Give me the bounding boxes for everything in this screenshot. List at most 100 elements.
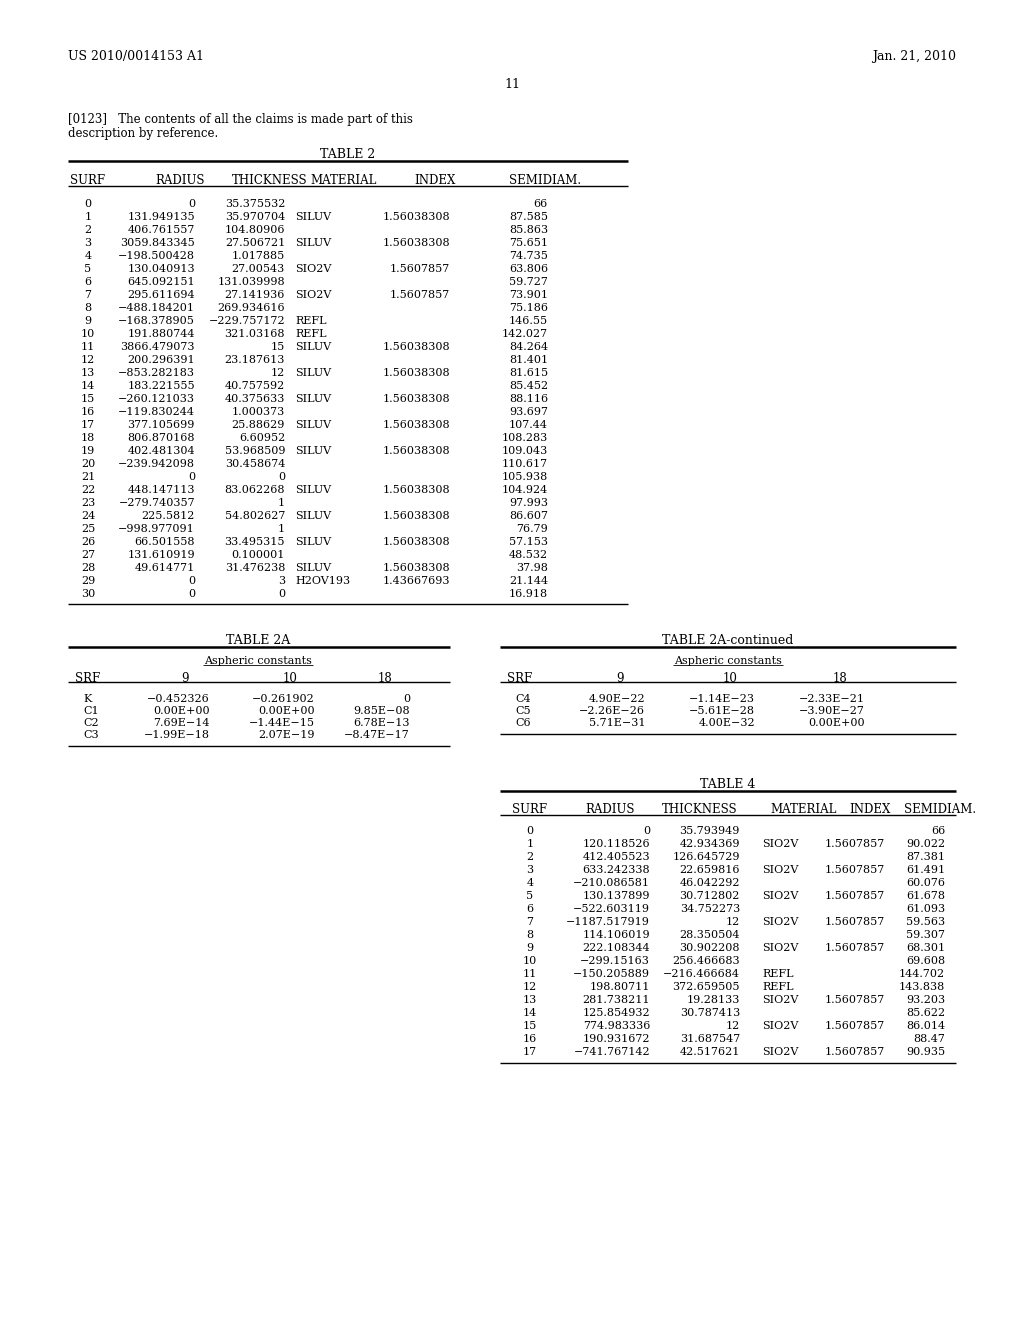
Text: SILUV: SILUV: [295, 368, 331, 378]
Text: 1.5607857: 1.5607857: [824, 995, 885, 1005]
Text: 0: 0: [643, 826, 650, 836]
Text: 57.153: 57.153: [509, 537, 548, 546]
Text: −210.086581: −210.086581: [573, 878, 650, 888]
Text: 131.039998: 131.039998: [217, 277, 285, 286]
Text: −8.47E−17: −8.47E−17: [344, 730, 410, 741]
Text: 6: 6: [84, 277, 91, 286]
Text: SIO2V: SIO2V: [762, 995, 799, 1005]
Text: 23: 23: [81, 498, 95, 508]
Text: SIO2V: SIO2V: [295, 264, 332, 275]
Text: REFL: REFL: [762, 982, 794, 993]
Text: 86.607: 86.607: [509, 511, 548, 521]
Text: 42.934369: 42.934369: [680, 840, 740, 849]
Text: 269.934616: 269.934616: [217, 304, 285, 313]
Text: 1.5607857: 1.5607857: [390, 264, 450, 275]
Text: 7.69E−14: 7.69E−14: [154, 718, 210, 729]
Text: 14: 14: [81, 381, 95, 391]
Text: 225.5812: 225.5812: [141, 511, 195, 521]
Text: 10: 10: [283, 672, 297, 685]
Text: −0.452326: −0.452326: [147, 694, 210, 704]
Text: 0.00E+00: 0.00E+00: [154, 706, 210, 715]
Text: C2: C2: [83, 718, 98, 729]
Text: 372.659505: 372.659505: [673, 982, 740, 993]
Text: 120.118526: 120.118526: [583, 840, 650, 849]
Text: INDEX: INDEX: [849, 803, 891, 816]
Text: SURF: SURF: [71, 174, 105, 187]
Text: −853.282183: −853.282183: [118, 368, 195, 378]
Text: 1.5607857: 1.5607857: [824, 891, 885, 902]
Text: 63.806: 63.806: [509, 264, 548, 275]
Text: C6: C6: [515, 718, 530, 729]
Text: 1.56038308: 1.56038308: [382, 564, 450, 573]
Text: 3: 3: [278, 576, 285, 586]
Text: 35.793949: 35.793949: [680, 826, 740, 836]
Text: 3: 3: [526, 865, 534, 875]
Text: 1.5607857: 1.5607857: [824, 942, 885, 953]
Text: 107.44: 107.44: [509, 420, 548, 430]
Text: MATERIAL: MATERIAL: [770, 803, 837, 816]
Text: 144.702: 144.702: [899, 969, 945, 979]
Text: 17: 17: [523, 1047, 537, 1057]
Text: C3: C3: [83, 730, 98, 741]
Text: 0.00E+00: 0.00E+00: [808, 718, 865, 729]
Text: 30.458674: 30.458674: [224, 459, 285, 469]
Text: SILUV: SILUV: [295, 213, 331, 222]
Text: −198.500428: −198.500428: [118, 251, 195, 261]
Text: 633.242338: 633.242338: [583, 865, 650, 875]
Text: 1.56038308: 1.56038308: [382, 420, 450, 430]
Text: 31.687547: 31.687547: [680, 1034, 740, 1044]
Text: SILUV: SILUV: [295, 420, 331, 430]
Text: 75.651: 75.651: [509, 238, 548, 248]
Text: THICKNESS: THICKNESS: [232, 174, 308, 187]
Text: 1.56038308: 1.56038308: [382, 368, 450, 378]
Text: 85.452: 85.452: [509, 381, 548, 391]
Text: 5: 5: [526, 891, 534, 902]
Text: −522.603119: −522.603119: [573, 904, 650, 913]
Text: SURF: SURF: [512, 803, 548, 816]
Text: 1.56038308: 1.56038308: [382, 511, 450, 521]
Text: 6.60952: 6.60952: [239, 433, 285, 444]
Text: 13: 13: [523, 995, 538, 1005]
Text: 33.495315: 33.495315: [224, 537, 285, 546]
Text: 86.014: 86.014: [906, 1020, 945, 1031]
Text: 183.221555: 183.221555: [127, 381, 195, 391]
Text: 6.78E−13: 6.78E−13: [353, 718, 410, 729]
Text: Aspheric constants: Aspheric constants: [674, 656, 782, 667]
Text: 27.141936: 27.141936: [224, 290, 285, 300]
Text: 34.752273: 34.752273: [680, 904, 740, 913]
Text: 21.144: 21.144: [509, 576, 548, 586]
Text: −488.184201: −488.184201: [118, 304, 195, 313]
Text: 3: 3: [84, 238, 91, 248]
Text: 377.105699: 377.105699: [128, 420, 195, 430]
Text: 35.375532: 35.375532: [224, 199, 285, 209]
Text: −998.977091: −998.977091: [118, 524, 195, 535]
Text: 110.617: 110.617: [502, 459, 548, 469]
Text: 37.98: 37.98: [516, 564, 548, 573]
Text: 9: 9: [181, 672, 188, 685]
Text: −741.767142: −741.767142: [573, 1047, 650, 1057]
Text: 448.147113: 448.147113: [128, 484, 195, 495]
Text: 25.88629: 25.88629: [231, 420, 285, 430]
Text: 61.093: 61.093: [906, 904, 945, 913]
Text: 75.186: 75.186: [509, 304, 548, 313]
Text: −119.830244: −119.830244: [118, 407, 195, 417]
Text: 90.022: 90.022: [906, 840, 945, 849]
Text: 15: 15: [270, 342, 285, 352]
Text: 18: 18: [833, 672, 848, 685]
Text: 90.935: 90.935: [906, 1047, 945, 1057]
Text: 85.622: 85.622: [906, 1008, 945, 1018]
Text: 1.5607857: 1.5607857: [824, 840, 885, 849]
Text: SILUV: SILUV: [295, 511, 331, 521]
Text: 321.03168: 321.03168: [224, 329, 285, 339]
Text: 14: 14: [523, 1008, 538, 1018]
Text: Aspheric constants: Aspheric constants: [204, 656, 312, 667]
Text: 191.880744: 191.880744: [128, 329, 195, 339]
Text: TABLE 4: TABLE 4: [700, 777, 756, 791]
Text: −260.121033: −260.121033: [118, 393, 195, 404]
Text: 66: 66: [931, 826, 945, 836]
Text: 74.735: 74.735: [509, 251, 548, 261]
Text: 54.802627: 54.802627: [224, 511, 285, 521]
Text: −0.261902: −0.261902: [252, 694, 315, 704]
Text: 30.712802: 30.712802: [680, 891, 740, 902]
Text: −150.205889: −150.205889: [573, 969, 650, 979]
